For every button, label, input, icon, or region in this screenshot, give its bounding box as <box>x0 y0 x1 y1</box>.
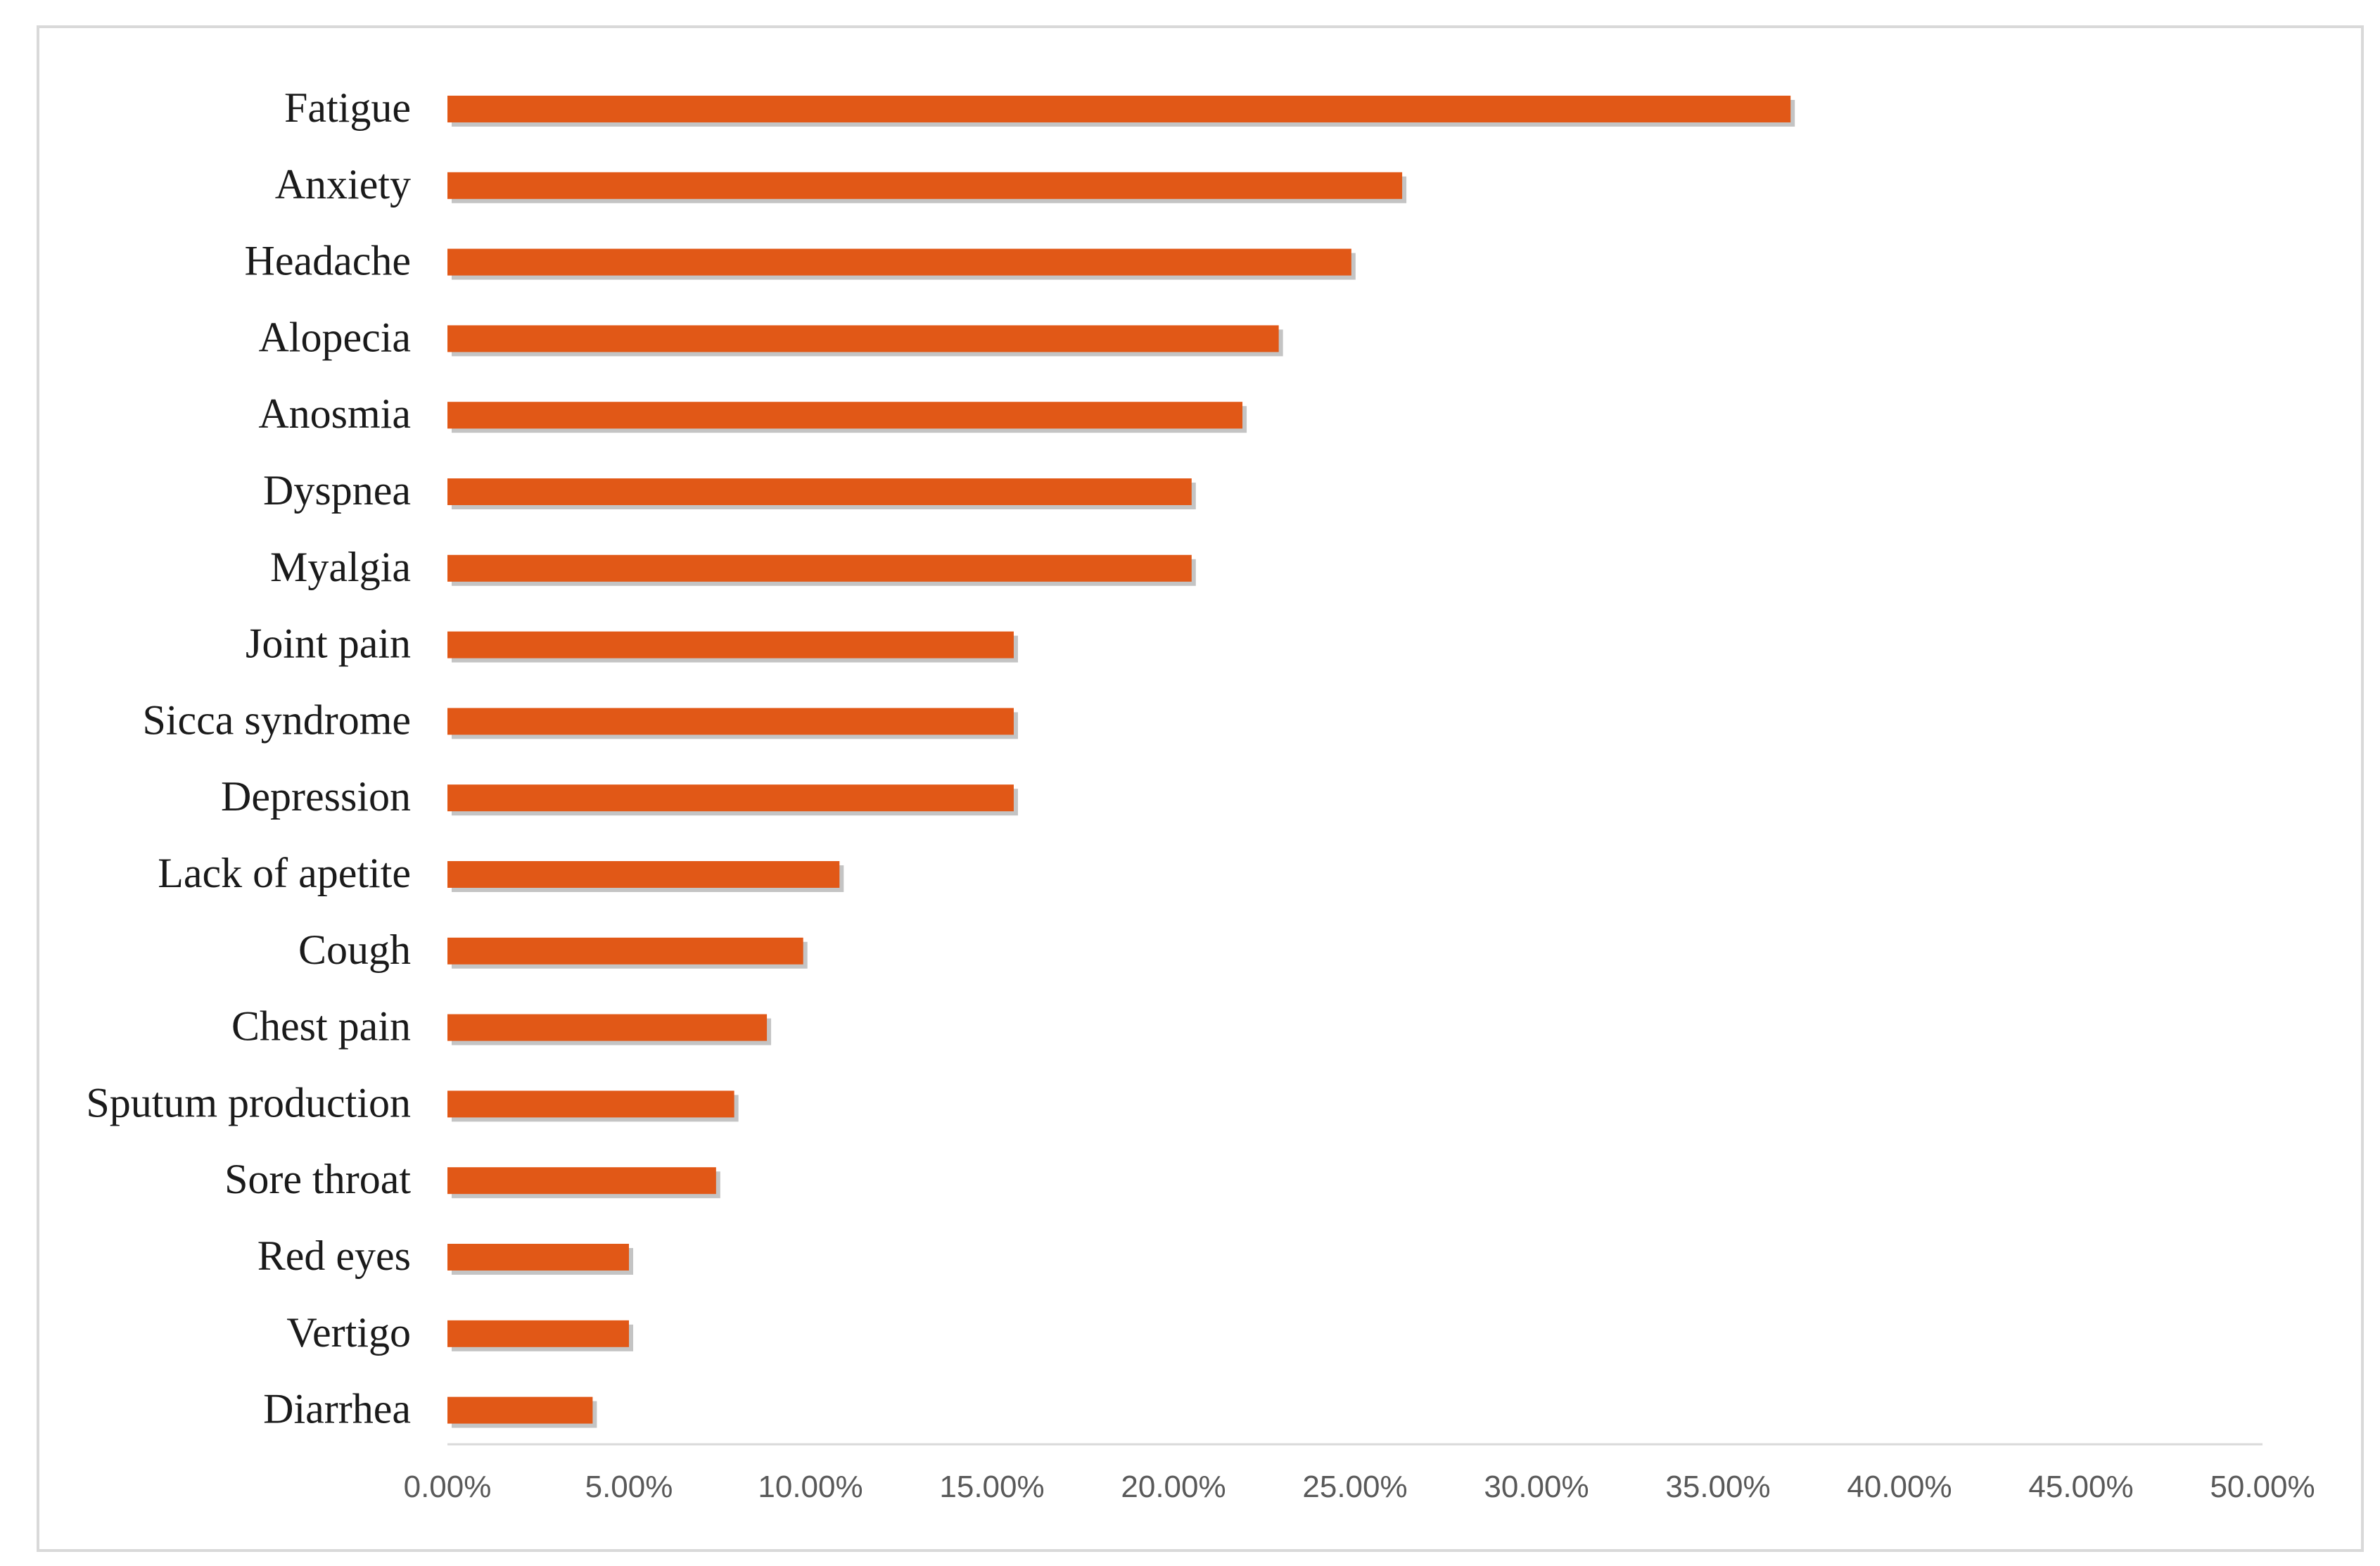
x-tick-label: 50.00% <box>2210 1470 2315 1504</box>
category-label: Chest pain <box>231 1003 411 1050</box>
bar <box>447 96 1791 122</box>
category-label: Fatigue <box>284 84 411 131</box>
category-label: Depression <box>221 773 411 820</box>
category-label: Anosmia <box>258 390 411 437</box>
x-tick-label: 5.00% <box>585 1470 673 1504</box>
category-label: Joint pain <box>246 620 411 667</box>
category-label: Red eyes <box>257 1233 411 1279</box>
category-label: Lack of apetite <box>158 850 411 896</box>
x-tick-label: 45.00% <box>2028 1470 2133 1504</box>
x-tick-label: 0.00% <box>404 1470 492 1504</box>
bar <box>447 631 1014 658</box>
bar <box>447 708 1014 735</box>
x-tick-labels: 0.00% 5.00% 10.00% 15.00% 20.00% 25.00% 30.00%… <box>404 1470 2315 1504</box>
bar <box>447 248 1351 276</box>
bar <box>447 1167 716 1195</box>
category-label: Diarrhea <box>263 1386 411 1432</box>
category-label: Dyspnea <box>263 467 411 514</box>
x-tick-label: 40.00% <box>1847 1470 1952 1504</box>
category-labels: Fatigue Anxiety Headache Alopecia Anosmia Dys… <box>86 84 411 1432</box>
bar <box>447 784 1014 812</box>
bar <box>447 402 1243 429</box>
x-tick-label: 30.00% <box>1484 1470 1589 1504</box>
category-label: Sicca syndrome <box>142 696 411 743</box>
category-label: Myalgia <box>270 544 411 590</box>
bar <box>447 1320 629 1347</box>
bar <box>447 937 803 965</box>
bar <box>447 172 1403 199</box>
bar <box>447 1090 734 1118</box>
bar <box>447 861 840 888</box>
bar <box>447 1396 593 1424</box>
bar <box>447 1244 629 1271</box>
category-label: Cough <box>298 927 411 973</box>
bar-chart: Fatigue Anxiety Headache Alopecia Anosmia Dys… <box>86 84 2315 1504</box>
category-label: Alopecia <box>258 314 411 360</box>
chart-area: Fatigue Anxiety Headache Alopecia Anosmia Dys… <box>37 25 2364 1552</box>
category-label: Headache <box>245 238 411 284</box>
category-label: Vertigo <box>286 1309 411 1356</box>
category-label: Sputum production <box>86 1079 411 1126</box>
bar <box>447 1014 768 1041</box>
x-tick-label: 15.00% <box>939 1470 1044 1504</box>
category-label: Sore throat <box>224 1156 411 1202</box>
x-tick-label: 10.00% <box>758 1470 863 1504</box>
x-tick-label: 35.00% <box>1665 1470 1770 1504</box>
bar <box>447 554 1192 582</box>
x-tick-label: 20.00% <box>1121 1470 1226 1504</box>
category-label: Anxiety <box>275 161 411 208</box>
x-tick-label: 25.00% <box>1302 1470 1407 1504</box>
bar <box>447 325 1279 352</box>
bar <box>447 478 1192 505</box>
bars-group <box>447 96 1795 1428</box>
